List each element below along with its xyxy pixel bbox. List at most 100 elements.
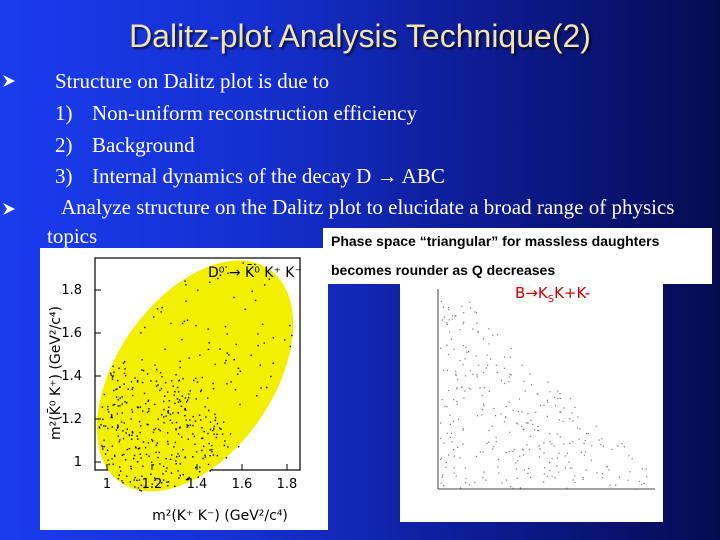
event-dot [124,401,126,403]
event-dot [192,424,194,427]
event-dot [576,427,579,429]
event-dot [628,455,630,457]
event-dot [172,385,174,387]
event-dot [504,356,506,358]
event-dot [115,396,118,398]
event-dot [227,446,229,448]
event-dot [138,479,141,481]
event-dot [501,482,503,484]
event-dot [481,409,484,411]
event-dot [132,386,134,389]
event-dot [469,301,471,303]
event-dot [493,446,495,448]
event-dot [529,373,531,375]
event-dot [553,445,555,447]
event-dot [234,389,237,391]
event-dot [488,430,490,432]
event-dot [101,406,104,408]
event-dot [527,422,529,424]
event-dot [481,394,483,397]
event-dot [448,308,450,311]
event-dot [482,477,484,479]
event-dot [230,381,232,383]
event-dot [114,455,116,458]
event-dot [543,473,545,475]
event-dot [186,424,188,426]
event-dot [527,413,529,415]
event-dot [440,482,442,484]
event-dot [453,449,455,451]
event-dot [166,391,169,393]
event-dot [554,396,556,398]
event-dot [207,463,210,466]
event-dot [194,377,197,380]
event-dot [482,338,484,340]
event-dot [571,412,573,414]
event-dot [595,425,597,427]
event-dot [216,433,218,436]
event-dot [147,423,149,426]
event-dot [157,456,159,459]
event-dot [141,359,143,361]
event-dot [201,376,204,379]
decay-label: D⁰ → K̄⁰ K⁺ K⁻ [208,263,302,281]
event-dot [461,386,463,388]
event-dot [221,433,224,435]
event-dot [517,411,519,413]
event-dot [120,421,123,423]
event-dot [476,374,478,376]
event-dot [148,407,150,410]
event-dot [219,274,222,276]
event-dot [459,360,461,362]
event-dot [126,428,128,430]
event-dot [185,284,187,286]
event-dot [211,450,213,453]
event-dot [207,348,210,351]
event-dot [559,397,561,400]
event-dot [462,323,464,325]
event-dot [188,357,190,359]
caption-line: becomes rounder as Q decreases [331,262,556,278]
event-dot [208,442,210,445]
event-dot [167,412,170,414]
event-dot [530,384,533,386]
event-dot [646,476,648,478]
event-dot [526,444,528,446]
event-dot [554,477,556,479]
event-dot [131,394,134,397]
event-dot [118,441,120,443]
event-dot [184,408,186,411]
event-dot [159,389,161,392]
event-dot [131,434,133,436]
event-dot [609,484,611,486]
event-dot [147,442,150,444]
event-dot [145,485,147,487]
event-dot [569,442,571,444]
event-dot [122,481,124,484]
event-dot [212,388,215,390]
event-dot [169,458,172,461]
event-dot [164,395,166,397]
event-dot [153,477,156,479]
event-dot [185,401,188,403]
event-dot [124,368,126,370]
event-dot [151,440,154,442]
event-dot [184,409,187,411]
event-dot [263,342,266,344]
event-dot [272,337,275,339]
event-dot [111,426,114,428]
event-dot [491,425,493,427]
event-dot [141,369,143,371]
event-dot [546,399,549,401]
event-dot [110,374,112,376]
event-dot [442,306,445,308]
event-dot [140,484,143,487]
event-dot [175,429,177,431]
event-dot [515,468,518,470]
event-dot [530,476,532,478]
event-dot [596,472,598,474]
event-dot [643,482,645,484]
event-dot [104,453,107,455]
event-dot [111,416,114,419]
event-dot [551,443,553,445]
